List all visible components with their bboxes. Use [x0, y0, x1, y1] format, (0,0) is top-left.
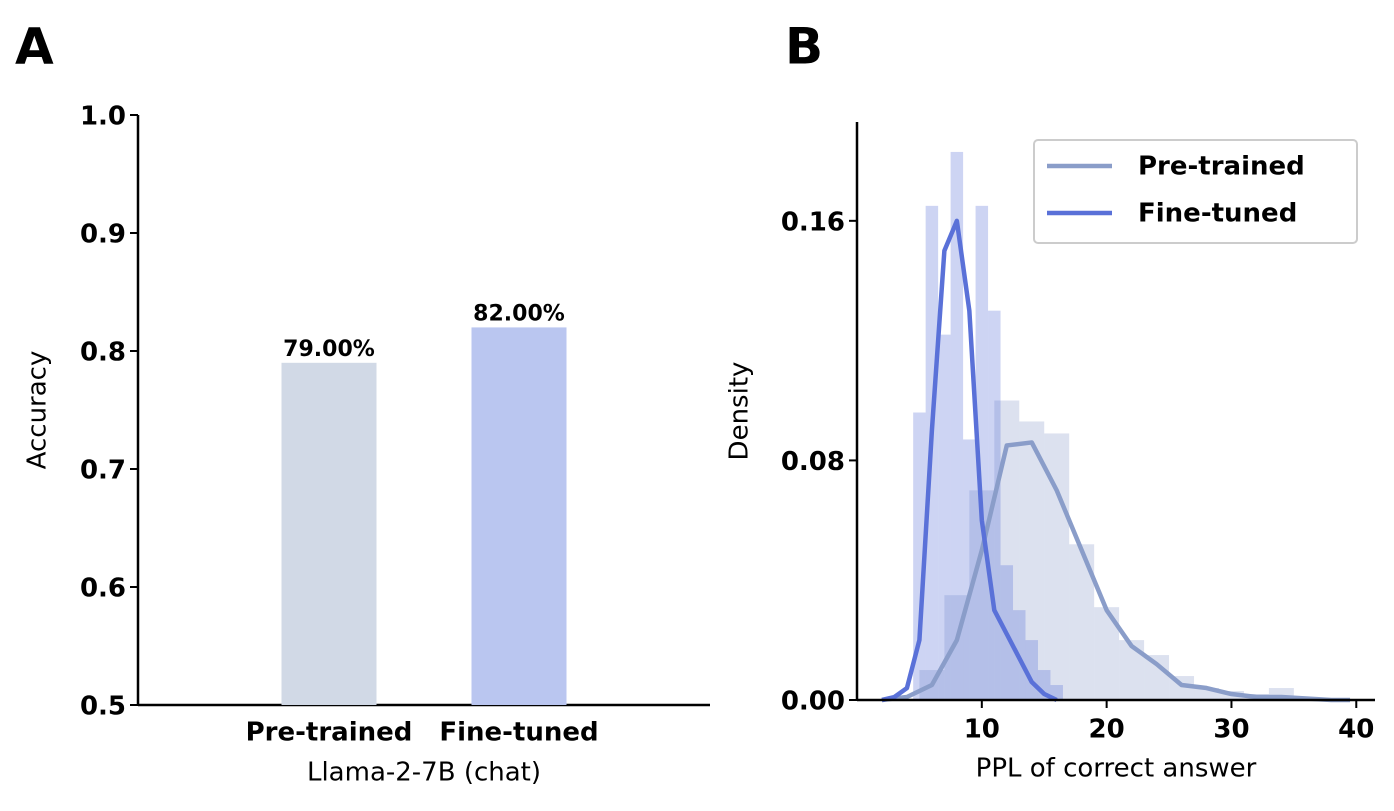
hist-bar	[975, 205, 989, 700]
legend-box	[1033, 139, 1358, 244]
value-label: 82.00%	[473, 301, 565, 326]
bar	[471, 327, 567, 705]
hist-bar	[938, 334, 951, 700]
x-tick-label: 40	[1338, 715, 1374, 745]
y-axis-label: Density	[725, 362, 755, 461]
y-tick-label: 0.5	[80, 692, 126, 722]
y-tick-label: 0.00	[781, 687, 845, 717]
x-tick-label: 30	[1213, 715, 1249, 745]
value-label: 79.00%	[283, 337, 375, 362]
y-axis-label: Accuracy	[23, 351, 53, 470]
x-tick-label: 20	[1089, 715, 1125, 745]
hist-bar	[1019, 421, 1045, 700]
x-tick-label: Fine-tuned	[439, 718, 598, 748]
x-axis-label: Llama-2-7B (chat)	[307, 758, 541, 788]
x-tick-label: Pre-trained	[246, 718, 413, 748]
hist-bar	[1119, 640, 1145, 700]
hist-bar	[913, 412, 926, 700]
kde-line	[881, 440, 1351, 703]
y-tick-label: 0.9	[80, 220, 126, 250]
panel-label: B	[785, 18, 823, 76]
y-tick-label: 0.16	[781, 207, 845, 237]
y-tick-label: 0.7	[80, 456, 126, 486]
x-axis-label: PPL of correct answer	[976, 754, 1257, 784]
kde-line	[881, 218, 1058, 703]
hist-bar	[1194, 688, 1219, 700]
hist-bar	[950, 151, 964, 700]
legend-label: Fine-tuned	[1138, 199, 1297, 229]
legend: Pre-trained Fine-tuned	[1033, 139, 1358, 244]
y-tick-label: 0.6	[80, 574, 126, 604]
hist-bar	[1268, 688, 1294, 700]
x-tick-label: 10	[964, 715, 1000, 745]
panel-label: A	[15, 18, 54, 76]
hist-bar	[963, 439, 976, 700]
bar	[281, 362, 377, 705]
y-tick-label: 0.8	[80, 338, 126, 368]
legend-label: Pre-trained	[1138, 152, 1305, 182]
y-tick-label: 0.08	[781, 447, 845, 477]
y-tick-label: 1.0	[80, 102, 126, 132]
